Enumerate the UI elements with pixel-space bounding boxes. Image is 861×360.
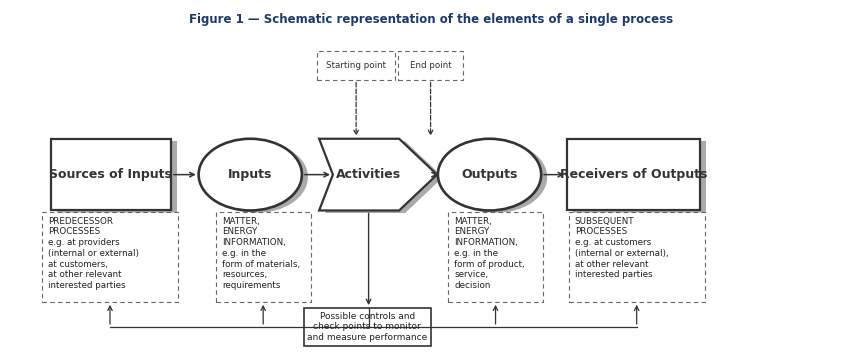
Text: Receivers of Outputs: Receivers of Outputs [560, 168, 707, 181]
FancyBboxPatch shape [573, 141, 705, 213]
FancyBboxPatch shape [51, 139, 170, 211]
Text: End point: End point [409, 61, 451, 70]
FancyBboxPatch shape [215, 212, 310, 302]
Ellipse shape [204, 141, 307, 213]
Text: SUBSEQUENT
PROCESSES
e.g. at customers
(internal or external),
at other relevant: SUBSEQUENT PROCESSES e.g. at customers (… [574, 217, 667, 279]
Text: Activities: Activities [336, 168, 400, 181]
FancyBboxPatch shape [568, 212, 703, 302]
FancyBboxPatch shape [398, 51, 462, 80]
FancyBboxPatch shape [42, 212, 177, 302]
Text: MATTER,
ENERGY
INFORMATION,
e.g. in the
form of materials,
resources,
requiremen: MATTER, ENERGY INFORMATION, e.g. in the … [221, 217, 300, 290]
FancyBboxPatch shape [303, 308, 430, 346]
Ellipse shape [443, 141, 547, 213]
Polygon shape [319, 139, 437, 211]
Text: Sources of Inputs: Sources of Inputs [49, 168, 172, 181]
Ellipse shape [437, 139, 541, 211]
FancyBboxPatch shape [57, 141, 177, 213]
FancyBboxPatch shape [567, 139, 699, 211]
FancyBboxPatch shape [317, 51, 394, 80]
FancyBboxPatch shape [448, 212, 542, 302]
Text: PREDECESSOR
PROCESSES
e.g. at providers
(internal or external)
at customers,
at : PREDECESSOR PROCESSES e.g. at providers … [48, 217, 139, 290]
Polygon shape [325, 141, 443, 213]
Text: Inputs: Inputs [228, 168, 272, 181]
Text: Outputs: Outputs [461, 168, 517, 181]
Text: Starting point: Starting point [325, 61, 386, 70]
Text: Possible controls and
check points to monitor
and measure performance: Possible controls and check points to mo… [307, 312, 427, 342]
Text: MATTER,
ENERGY
INFORMATION,
e.g. in the
form of product,
service,
decision: MATTER, ENERGY INFORMATION, e.g. in the … [454, 217, 524, 290]
Text: Figure 1 — Schematic representation of the elements of a single process: Figure 1 — Schematic representation of t… [189, 13, 672, 26]
Ellipse shape [198, 139, 301, 211]
